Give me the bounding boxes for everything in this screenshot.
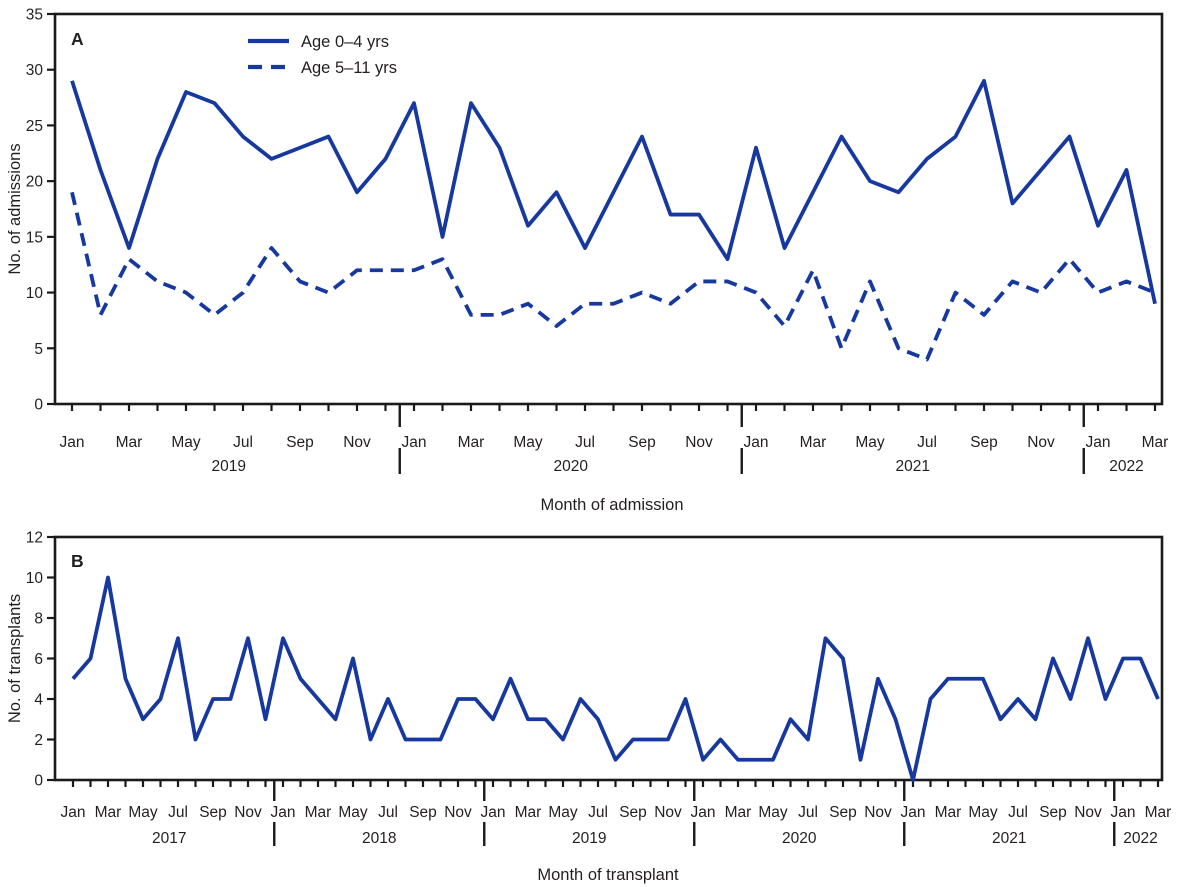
legend-label: Age 0–4 yrs [301, 33, 389, 51]
y-tick-label: 8 [34, 611, 43, 628]
series-line-age-5-11-yrs [70, 191, 1156, 362]
x-tick-label: May [968, 804, 998, 821]
x-tick-label: Sep [1039, 804, 1067, 821]
x-tick-label: Mar [116, 434, 143, 451]
x-axis-title: Month of transplant [537, 866, 679, 884]
panel-a: 0 5 10 15 20 25 30 35 Jan Mar May Jul Sep Nov Jan Mar Ma… [6, 7, 1168, 515]
year-label: 2019 [572, 830, 606, 847]
x-axis-title: Month of admission [540, 496, 683, 514]
x-tick-label: Mar [800, 434, 827, 451]
x-tick-label: Jan [402, 434, 427, 451]
x-tick-label: Jul [798, 804, 818, 821]
x-tick-label: Nov [864, 804, 892, 821]
x-tick-label: Mar [458, 434, 485, 451]
panel-letter: A [71, 29, 84, 49]
year-label: 2020 [554, 458, 589, 475]
x-tick-label: Mar [1142, 434, 1169, 451]
x-tick-label: Jan [1086, 434, 1111, 451]
y-tick-label: 0 [34, 773, 43, 790]
x-tick-label: May [338, 804, 368, 821]
x-tick-label: Jan [271, 804, 296, 821]
year-label: 2021 [896, 458, 930, 475]
x-tick-label: May [855, 434, 885, 451]
plot-border [53, 12, 1164, 406]
year-label: 2022 [1123, 830, 1157, 847]
y-tick-label: 25 [26, 118, 43, 135]
panel-b: 0 2 4 6 8 10 12 Jan Mar May Jul Sep Nov Jan Mar May Jul S… [6, 530, 1171, 885]
x-tick-label: Nov [234, 804, 262, 821]
x-tick-label: Jan [60, 434, 85, 451]
year-label: 2020 [782, 830, 817, 847]
y-tick-label: 5 [34, 341, 43, 358]
y-axis-title: No. of admissions [6, 143, 24, 274]
y-tick-label: 30 [26, 62, 44, 79]
series-line-no-of-transplants [71, 575, 1160, 782]
y-tick-label: 20 [26, 174, 44, 191]
x-tick-label: May [513, 434, 543, 451]
legend: Age 0–4 yrs Age 5–11 yrs [248, 33, 397, 77]
x-tick-label: Mar [1145, 804, 1172, 821]
x-tick-label: May [548, 804, 578, 821]
x-tick-label: Mar [305, 804, 332, 821]
x-tick-label: Jan [481, 804, 506, 821]
x-tick-label: Nov [685, 434, 713, 451]
y-tick-label: 35 [26, 7, 43, 24]
x-tick-label: Mar [935, 804, 962, 821]
year-label: 2021 [992, 830, 1026, 847]
x-tick-label: Sep [619, 804, 647, 821]
x-tick-label: Mar [725, 804, 752, 821]
x-tick-label: Nov [654, 804, 682, 821]
x-tick-label: Jan [61, 804, 86, 821]
x-tick-label: Jan [901, 804, 926, 821]
panel-letter: B [71, 551, 84, 571]
legend-item: Age 0–4 yrs [248, 33, 389, 51]
x-tick-label: Jan [1111, 804, 1136, 821]
x-tick-label: Jul [168, 804, 188, 821]
y-axis-title: No. of transplants [6, 594, 24, 723]
x-tick-label: Jan [691, 804, 716, 821]
legend-item: Age 5–11 yrs [248, 59, 397, 77]
x-tick-label: Nov [343, 434, 371, 451]
x-tick-label: May [758, 804, 788, 821]
x-tick-label: Jul [588, 804, 608, 821]
x-tick-label: Jul [233, 434, 253, 451]
x-tick-label: Nov [1027, 434, 1055, 451]
x-tick-label: Mar [95, 804, 122, 821]
y-tick-label: 0 [34, 397, 43, 414]
x-tick-label: Jul [378, 804, 398, 821]
x-tick-label: May [171, 434, 201, 451]
x-tick-label: Mar [515, 804, 542, 821]
x-tick-label: Sep [199, 804, 227, 821]
series-line-age-0-4-yrs [70, 78, 1157, 305]
year-label: 2018 [362, 830, 396, 847]
x-tick-label: Sep [409, 804, 437, 821]
x-tick-label: Jan [744, 434, 769, 451]
x-tick-label: Jul [1008, 804, 1028, 821]
x-tick-label: Jul [575, 434, 595, 451]
x-tick-label: May [128, 804, 158, 821]
x-tick-label: Nov [1074, 804, 1102, 821]
y-tick-label: 10 [26, 285, 44, 302]
y-tick-label: 6 [34, 651, 43, 668]
year-label: 2019 [212, 458, 246, 475]
legend-label: Age 5–11 yrs [301, 59, 397, 77]
y-tick-label: 10 [26, 570, 44, 587]
y-tick-label: 15 [26, 229, 43, 246]
y-tick-label: 4 [34, 692, 43, 709]
y-tick-label: 12 [26, 530, 43, 547]
x-tick-label: Jul [917, 434, 937, 451]
x-tick-label: Sep [286, 434, 314, 451]
x-tick-label: Sep [628, 434, 656, 451]
y-tick-label: 2 [34, 732, 43, 749]
year-label: 2022 [1109, 458, 1143, 475]
x-tick-label: Nov [444, 804, 472, 821]
x-tick-label: Sep [829, 804, 857, 821]
x-tick-label: Sep [970, 434, 998, 451]
year-label: 2017 [152, 830, 186, 847]
